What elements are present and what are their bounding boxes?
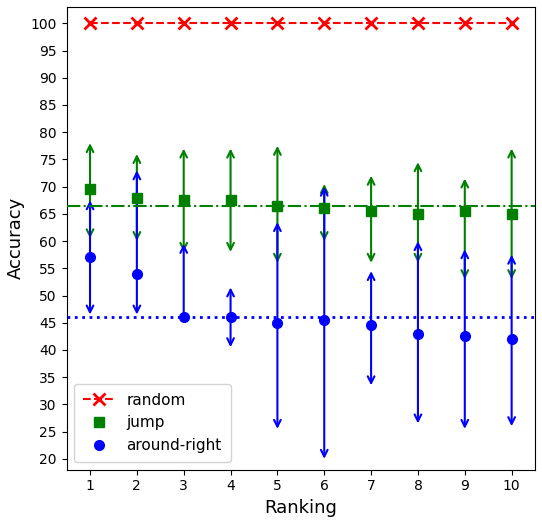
Legend: random, jump, around-right: random, jump, around-right: [74, 384, 230, 462]
X-axis label: Ranking: Ranking: [264, 499, 337, 517]
Y-axis label: Accuracy: Accuracy: [7, 197, 25, 279]
